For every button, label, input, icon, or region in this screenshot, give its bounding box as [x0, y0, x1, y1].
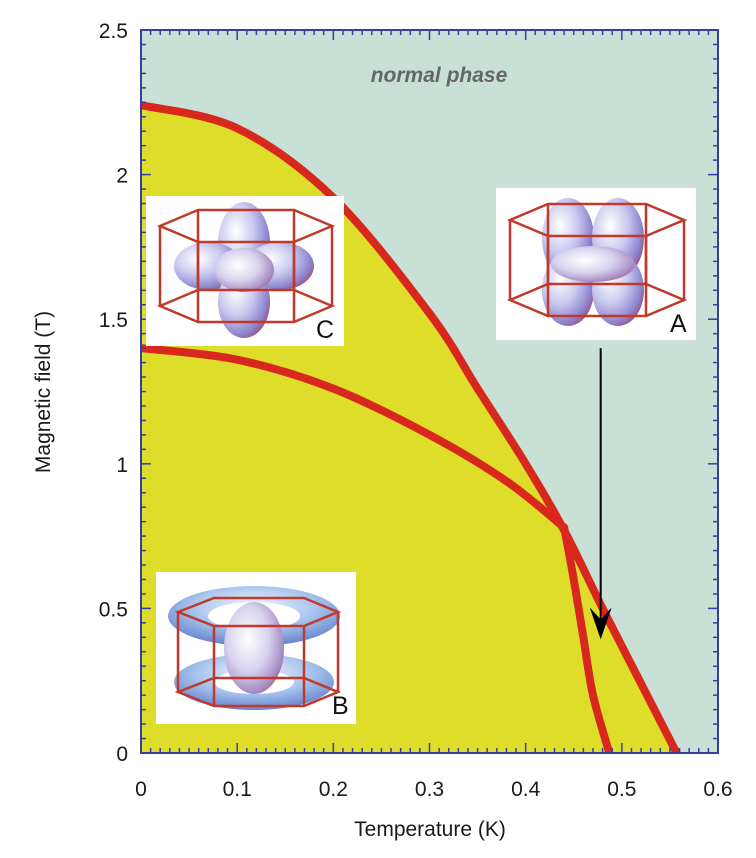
normal-phase-label: normal phase: [371, 64, 508, 87]
y-tick-label: 1.5: [99, 309, 128, 332]
inset-a-hexagonal-cell-icon: [506, 202, 688, 318]
x-tick-label: 0.6: [703, 778, 732, 801]
inset-b: B: [156, 572, 356, 724]
inset-b-hexagonal-cell-icon: [174, 596, 342, 708]
x-tick-label: 0.2: [319, 778, 348, 801]
y-tick-label: 0: [116, 743, 128, 766]
x-tick-label: 0.4: [511, 778, 541, 801]
x-tick-label: 0: [135, 778, 147, 801]
y-tick-label: 0.5: [99, 598, 128, 621]
y-tick-label: 1: [116, 454, 128, 477]
inset-c: C: [146, 196, 344, 346]
inset-a-lobes-icon: [542, 198, 644, 326]
inset-c-hexagonal-cell-icon: [156, 208, 336, 324]
y-tick-label: 2: [116, 165, 128, 188]
inset-a-label: A: [670, 310, 687, 338]
arrow: [589, 348, 612, 640]
x-axis-title: Temperature (K): [354, 818, 506, 841]
y-axis-title: Magnetic field (T): [32, 311, 55, 473]
inset-b-label: B: [332, 692, 349, 720]
arrow-head: [589, 607, 612, 640]
x-tick-label: 0.1: [223, 778, 252, 801]
inset-a: A: [496, 188, 696, 340]
series-line-2: [141, 344, 569, 532]
inset-c-lobes-icon: [174, 202, 314, 338]
x-tick-label: 0.5: [607, 778, 636, 801]
inset-c-label: C: [316, 316, 334, 344]
y-tick-label: 2.5: [99, 20, 128, 43]
series-line-1: [141, 101, 681, 753]
x-tick-label: 0.3: [415, 778, 444, 801]
series-line-3: [560, 523, 614, 753]
